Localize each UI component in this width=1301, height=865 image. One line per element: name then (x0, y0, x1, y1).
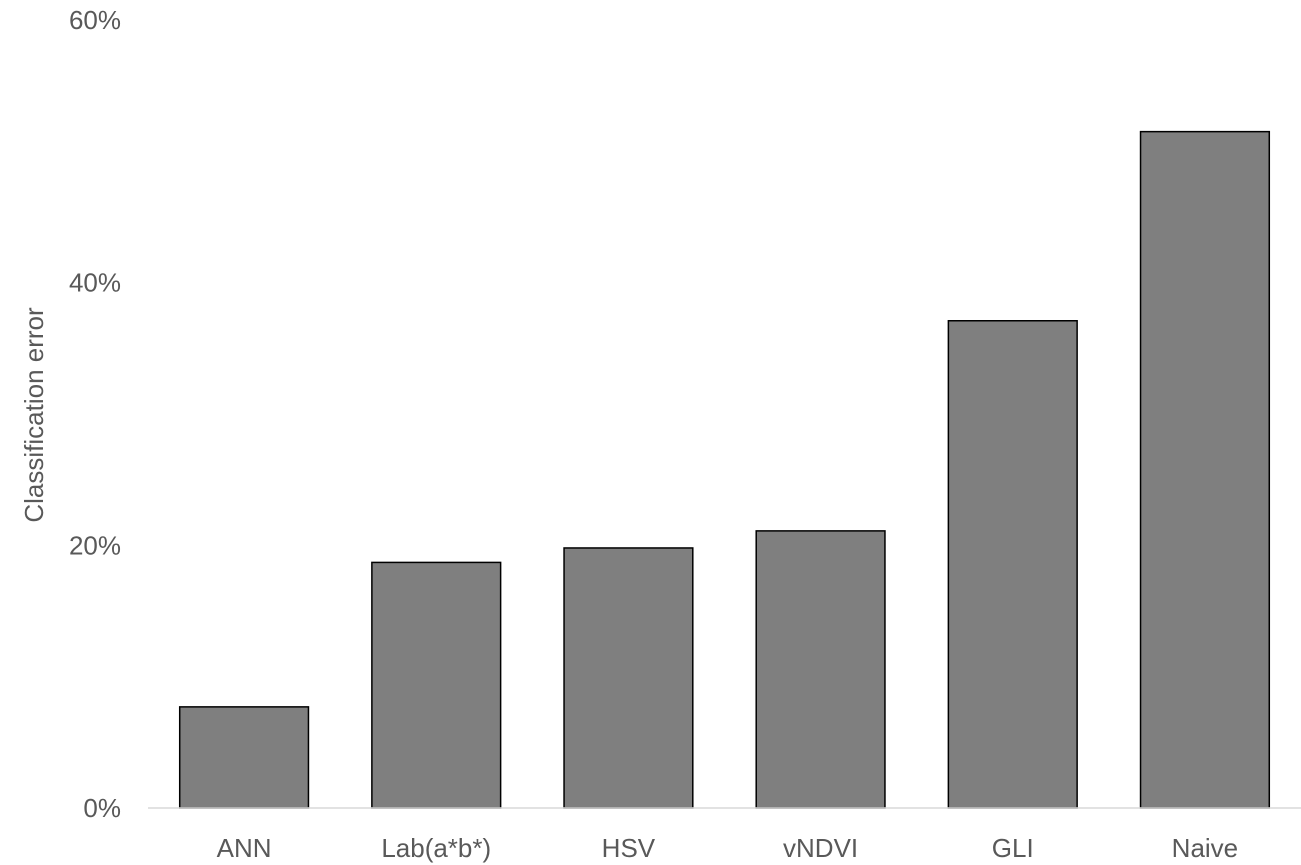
x-category-label: Lab(a*b*) (381, 833, 491, 863)
y-tick-label: 60% (69, 5, 121, 35)
y-tick-label: 0% (83, 793, 121, 823)
x-category-label: vNDVI (783, 833, 858, 863)
bar (947, 320, 1078, 809)
y-tick-label: 20% (69, 530, 121, 560)
bar (371, 561, 502, 809)
x-category-label: HSV (602, 833, 656, 863)
y-axis-tick-labels: 0% 20% 40% 60% (69, 5, 121, 823)
y-axis-title: Classification error (19, 307, 49, 523)
bar (1139, 130, 1271, 809)
x-axis-category-labels: ANN Lab(a*b*) HSV vNDVI GLI Naive (217, 833, 1239, 863)
x-category-label: Naive (1172, 833, 1238, 863)
bar (563, 547, 694, 809)
bar (178, 706, 310, 809)
bars (178, 130, 1271, 809)
x-category-label: GLI (992, 833, 1034, 863)
bar (755, 530, 886, 809)
x-category-label: ANN (217, 833, 272, 863)
y-tick-label: 40% (69, 268, 121, 298)
